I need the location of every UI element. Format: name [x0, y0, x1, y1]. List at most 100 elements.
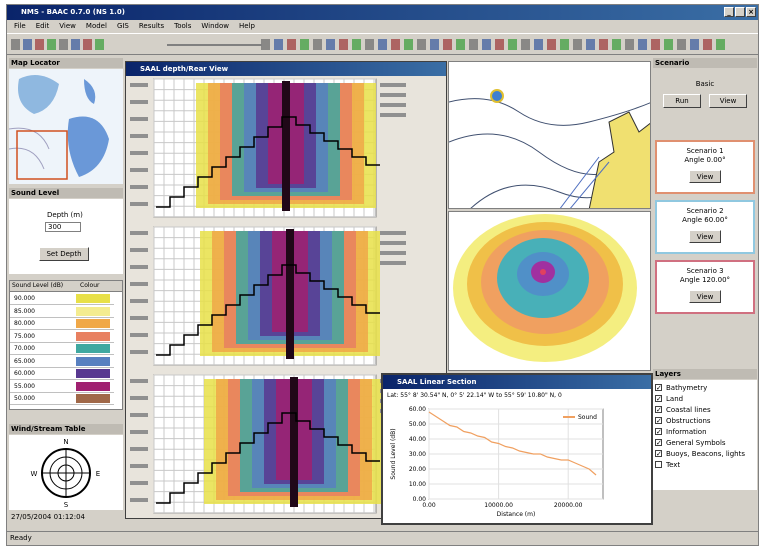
- tool-icon[interactable]: [261, 39, 270, 50]
- tool-icon[interactable]: [703, 39, 712, 50]
- legend-swatch: [76, 294, 110, 303]
- tool-icon[interactable]: [534, 39, 543, 50]
- menu-item[interactable]: Model: [86, 22, 107, 30]
- layer-checkbox[interactable]: [655, 461, 662, 468]
- tool-icon[interactable]: [651, 39, 660, 50]
- view-button[interactable]: View: [689, 170, 721, 183]
- tool-icon[interactable]: [300, 39, 309, 50]
- maximize[interactable]: [735, 7, 745, 17]
- axis-label-block: [130, 447, 148, 451]
- tool-icon[interactable]: [716, 39, 725, 50]
- tool-icon[interactable]: [287, 39, 296, 50]
- scenario-box: Scenario 2Angle 60.00°View: [655, 200, 755, 254]
- close[interactable]: ×: [746, 7, 756, 17]
- window-title-bar: SAAL depth/Rear View: [126, 62, 446, 76]
- tool-icon[interactable]: [11, 39, 20, 50]
- menu-item[interactable]: Results: [139, 22, 164, 30]
- tool-icon[interactable]: [326, 39, 335, 50]
- tool-icon[interactable]: [59, 39, 68, 50]
- layer-checkbox[interactable]: ✓: [655, 439, 662, 446]
- tool-icon[interactable]: [677, 39, 686, 50]
- tool-icon[interactable]: [495, 39, 504, 50]
- depth-input[interactable]: 300: [45, 222, 81, 232]
- tool-icon[interactable]: [664, 39, 673, 50]
- layer-row: ✓ Land: [655, 394, 755, 404]
- layer-name: Land: [666, 395, 683, 403]
- legend-label: 50.000: [14, 395, 35, 402]
- tool-icon[interactable]: [71, 39, 80, 50]
- tool-icon[interactable]: [612, 39, 621, 50]
- layer-checkbox[interactable]: ✓: [655, 384, 662, 391]
- tool-icon[interactable]: [547, 39, 556, 50]
- tool-icon[interactable]: [35, 39, 44, 50]
- tool-icon[interactable]: [274, 39, 283, 50]
- tool-icon[interactable]: [83, 39, 92, 50]
- tool-icon[interactable]: [469, 39, 478, 50]
- tool-icon[interactable]: [23, 39, 32, 50]
- info-label-block: [380, 241, 406, 245]
- tool-icon[interactable]: [508, 39, 517, 50]
- tool-icon[interactable]: [47, 39, 56, 50]
- layer-checkbox[interactable]: ✓: [655, 406, 662, 413]
- tool-icon[interactable]: [365, 39, 374, 50]
- slider[interactable]: [167, 44, 262, 46]
- info-label-block: [380, 113, 406, 117]
- layer-checkbox[interactable]: ✓: [655, 428, 662, 435]
- menu-item[interactable]: Tools: [174, 22, 191, 30]
- legend-label: 60.000: [14, 370, 35, 377]
- sound-band: [286, 229, 294, 359]
- tool-icon[interactable]: [482, 39, 491, 50]
- legend-label: 65.000: [14, 358, 35, 365]
- tool-icon[interactable]: [95, 39, 104, 50]
- menu-item[interactable]: GIS: [117, 22, 129, 30]
- tool-icon[interactable]: [638, 39, 647, 50]
- y-tick-label: 30.00: [409, 451, 426, 458]
- toolbar: [7, 33, 758, 55]
- info-label-block: [380, 261, 406, 265]
- tool-icon[interactable]: [586, 39, 595, 50]
- menu-item[interactable]: Edit: [36, 22, 50, 30]
- legend-header: Sound Level (dB)Colour: [10, 281, 122, 292]
- axis-label-block: [130, 379, 148, 383]
- layer-checkbox[interactable]: ✓: [655, 417, 662, 424]
- tool-icon[interactable]: [430, 39, 439, 50]
- tool-icon[interactable]: [690, 39, 699, 50]
- tool-icon[interactable]: [417, 39, 426, 50]
- view-button[interactable]: View: [709, 94, 747, 108]
- menu-item[interactable]: Help: [239, 22, 255, 30]
- y-tick-label: 10.00: [409, 481, 426, 488]
- tool-icon[interactable]: [391, 39, 400, 50]
- legend-swatch: [76, 307, 110, 316]
- layer-name: Text: [666, 461, 680, 469]
- view-button[interactable]: View: [689, 230, 721, 243]
- tool-icon[interactable]: [404, 39, 413, 50]
- scenario-angle: Angle 120.00°: [657, 276, 753, 284]
- tool-icon[interactable]: [560, 39, 569, 50]
- menu-item[interactable]: File: [14, 22, 26, 30]
- info-label-block: [380, 231, 406, 235]
- tool-icon[interactable]: [339, 39, 348, 50]
- layer-row: Text: [655, 460, 755, 470]
- tool-icon[interactable]: [313, 39, 322, 50]
- header-cell: Sound Level (dB): [12, 282, 63, 289]
- basic-label: Basic: [653, 80, 757, 88]
- layer-checkbox[interactable]: ✓: [655, 450, 662, 457]
- layer-checkbox[interactable]: ✓: [655, 395, 662, 402]
- tool-icon[interactable]: [352, 39, 361, 50]
- tool-icon[interactable]: [625, 39, 634, 50]
- info-label-block: [380, 103, 406, 107]
- menu-item[interactable]: Window: [201, 22, 229, 30]
- menu-item[interactable]: View: [59, 22, 76, 30]
- tool-icon[interactable]: [521, 39, 530, 50]
- tool-icon[interactable]: [378, 39, 387, 50]
- tool-icon[interactable]: [573, 39, 582, 50]
- view-button[interactable]: View: [689, 290, 721, 303]
- tool-icon[interactable]: [456, 39, 465, 50]
- tool-icon[interactable]: [599, 39, 608, 50]
- layer-row: ✓Obstructions: [655, 416, 755, 426]
- legend-swatch: [76, 382, 110, 391]
- minimize[interactable]: _: [724, 7, 734, 17]
- run-button[interactable]: Run: [663, 94, 701, 108]
- set-depth-button[interactable]: Set Depth: [39, 247, 89, 261]
- tool-icon[interactable]: [443, 39, 452, 50]
